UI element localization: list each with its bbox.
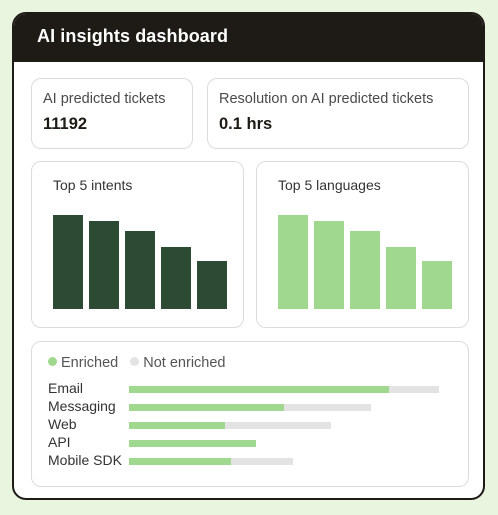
intents-chart-title: Top 5 intents <box>53 177 133 193</box>
ai-insights-card: AI insights dashboard AI predicted ticke… <box>12 12 485 500</box>
intents-bar-5 <box>197 261 227 309</box>
intents-bar-3 <box>125 231 155 309</box>
channel-enriched-bar <box>129 422 225 429</box>
intents-bar-2 <box>89 221 119 309</box>
channel-row-api: API <box>48 434 458 452</box>
dashboard-title: AI insights dashboard <box>37 26 229 46</box>
languages-bar-2 <box>314 221 344 309</box>
channel-total-bar <box>129 458 293 465</box>
enrichment-legend: Enriched Not enriched <box>48 355 233 371</box>
languages-bar-4 <box>386 247 416 309</box>
channel-row-email: Email <box>48 380 458 398</box>
metric-value: 11192 <box>43 115 88 133</box>
enriched-dot-icon <box>48 357 57 366</box>
languages-bar-chart <box>278 212 458 309</box>
intents-chart-panel: Top 5 intents <box>31 161 244 328</box>
channel-total-bar <box>129 404 371 411</box>
intents-bar-chart <box>53 212 233 309</box>
languages-bar-5 <box>422 261 452 309</box>
metric-ai-predicted-tickets: AI predicted tickets 11192 <box>31 78 193 149</box>
legend-not-enriched: Not enriched <box>130 355 225 371</box>
channel-label: Email <box>48 380 84 396</box>
legend-enriched: Enriched <box>48 355 118 371</box>
channel-total-bar <box>129 440 256 447</box>
channel-enriched-bar <box>129 440 256 447</box>
metric-label: Resolution on AI predicted tickets <box>219 91 434 107</box>
languages-bar-3 <box>350 231 380 309</box>
dashboard-header: AI insights dashboard <box>14 14 483 62</box>
intents-bar-1 <box>53 215 83 309</box>
languages-bar-1 <box>278 215 308 309</box>
channel-row-web: Web <box>48 416 458 434</box>
channel-label: Messaging <box>48 398 116 414</box>
metric-resolution-time: Resolution on AI predicted tickets 0.1 h… <box>207 78 469 149</box>
legend-enriched-label: Enriched <box>61 355 119 371</box>
languages-chart-title: Top 5 languages <box>278 177 381 193</box>
channel-enrichment-panel: Enriched Not enriched Email Messaging We… <box>31 341 469 487</box>
channel-row-messaging: Messaging <box>48 398 458 416</box>
legend-not-enriched-label: Not enriched <box>143 355 226 371</box>
channel-total-bar <box>129 386 439 393</box>
intents-bar-4 <box>161 247 191 309</box>
channel-enriched-bar <box>129 386 389 393</box>
channel-label: API <box>48 434 71 450</box>
channel-enriched-bar <box>129 404 284 411</box>
channel-enriched-bar <box>129 458 231 465</box>
channel-total-bar <box>129 422 331 429</box>
channel-label: Mobile SDK <box>48 452 122 468</box>
not-enriched-dot-icon <box>130 357 140 366</box>
channel-label: Web <box>48 416 77 432</box>
channel-row-mobile-sdk: Mobile SDK <box>48 452 458 470</box>
metric-value: 0.1 hrs <box>219 115 273 133</box>
languages-chart-panel: Top 5 languages <box>256 161 469 328</box>
metric-label: AI predicted tickets <box>43 91 166 107</box>
